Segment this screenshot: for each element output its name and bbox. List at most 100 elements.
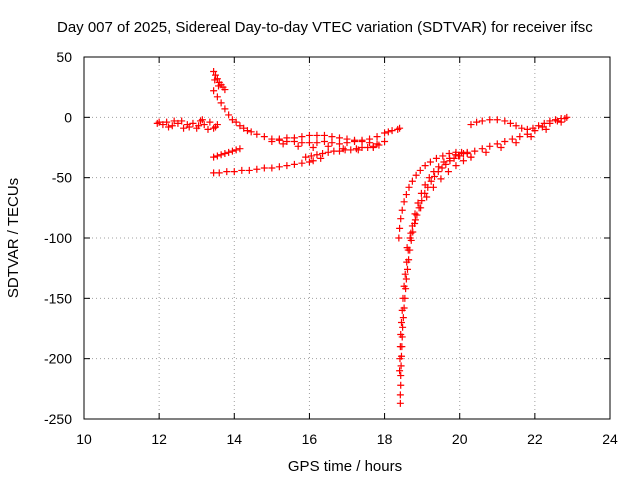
data-point <box>425 174 433 182</box>
data-point <box>473 118 481 126</box>
data-point <box>546 117 554 125</box>
data-point <box>411 216 419 224</box>
data-point <box>557 115 565 123</box>
data-point <box>305 131 313 139</box>
data-point <box>283 134 291 142</box>
data-point <box>309 144 317 151</box>
data-point <box>221 86 229 94</box>
data-point <box>268 137 276 145</box>
data-point <box>215 82 223 90</box>
data-point <box>418 197 426 205</box>
data-point <box>328 139 336 147</box>
data-point <box>414 199 422 207</box>
data-point <box>396 343 404 351</box>
series-rising-left <box>210 145 244 161</box>
data-point <box>471 147 479 155</box>
data-point <box>402 275 410 283</box>
data-point <box>397 362 405 370</box>
data-point <box>243 127 251 135</box>
data-point <box>324 148 332 156</box>
data-point <box>335 147 343 155</box>
data-point <box>445 150 453 158</box>
data-point <box>204 125 212 133</box>
data-point <box>396 391 404 399</box>
series-late-arc <box>467 113 571 133</box>
x-tick-label: 18 <box>377 431 393 447</box>
data-point <box>397 331 405 339</box>
data-point <box>417 204 425 212</box>
y-tick-label: -50 <box>52 170 72 186</box>
data-point <box>563 113 571 121</box>
data-point <box>307 152 315 160</box>
data-point <box>486 142 494 150</box>
x-tick-label: 22 <box>527 431 543 447</box>
data-point <box>217 99 225 107</box>
data-point <box>411 210 419 218</box>
data-point <box>324 142 332 150</box>
data-point <box>225 148 233 156</box>
data-point <box>335 134 343 142</box>
data-point <box>358 137 366 145</box>
data-point <box>298 159 306 167</box>
data-point <box>369 142 377 150</box>
data-point <box>486 116 494 124</box>
data-point <box>351 136 359 144</box>
data-point <box>456 152 464 160</box>
series-plunge-mid <box>396 148 466 375</box>
x-tick-label: 10 <box>76 431 92 447</box>
data-point <box>416 166 424 174</box>
data-point <box>431 172 439 180</box>
data-point <box>223 168 231 176</box>
data-point <box>493 140 501 148</box>
data-point <box>400 198 408 206</box>
data-point <box>253 165 261 173</box>
data-point <box>540 119 548 127</box>
data-point <box>397 381 405 389</box>
data-point <box>213 121 221 129</box>
data-point <box>396 355 404 363</box>
data-point <box>467 121 475 129</box>
data-point <box>506 119 514 127</box>
x-tick-label: 16 <box>302 431 318 447</box>
data-point <box>388 127 396 135</box>
data-point <box>396 367 404 375</box>
data-point <box>405 183 413 191</box>
data-point <box>396 399 404 407</box>
y-tick-label: -250 <box>44 411 72 427</box>
x-tick-label: 20 <box>452 431 468 447</box>
data-point <box>313 139 321 147</box>
data-point <box>444 168 452 176</box>
data-point <box>165 123 173 131</box>
grid <box>84 57 610 419</box>
data-point <box>230 168 238 176</box>
data-point <box>429 183 437 191</box>
data-point <box>294 142 302 150</box>
data-point <box>406 234 414 242</box>
data-point <box>397 318 405 326</box>
data-point <box>535 122 543 130</box>
series-lower-band <box>210 141 383 177</box>
x-tick-label: 12 <box>151 431 167 447</box>
data-point <box>437 175 445 183</box>
data-point <box>412 171 420 179</box>
chart-title: Day 007 of 2025, Sidereal Day-to-day VTE… <box>57 19 593 36</box>
data-point <box>210 124 218 132</box>
data-point <box>403 244 411 252</box>
series-early-flat <box>153 116 221 133</box>
data-point <box>232 146 240 154</box>
data-point <box>279 140 287 148</box>
data-point <box>452 148 460 156</box>
data-point <box>298 139 306 147</box>
data-point <box>298 133 306 141</box>
data-point <box>538 123 546 131</box>
data-point <box>320 137 328 145</box>
data-point <box>467 153 475 161</box>
data-point <box>523 125 531 133</box>
data-point <box>493 116 501 124</box>
data-point <box>275 135 283 143</box>
data-point <box>210 87 218 95</box>
data-point <box>309 157 317 165</box>
x-axis-label: GPS time / hours <box>288 458 402 475</box>
data-point <box>313 131 321 139</box>
